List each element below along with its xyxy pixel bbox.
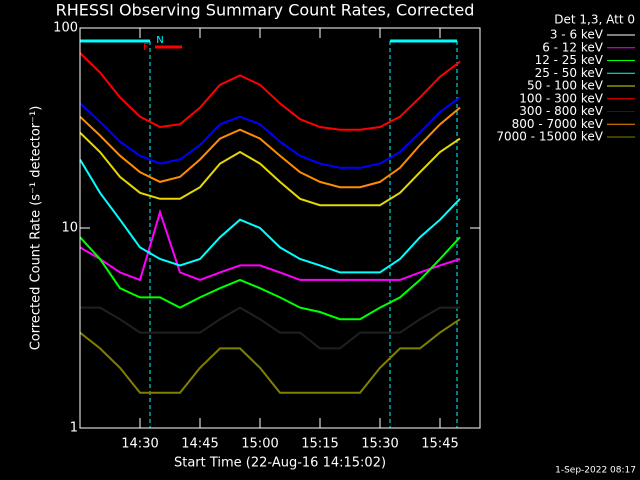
legend-label: 25 - 50 keV xyxy=(535,66,604,80)
series-line xyxy=(79,236,461,321)
series-line xyxy=(79,318,461,394)
legend-label: 800 - 7000 keV xyxy=(512,117,604,131)
axes-frame xyxy=(79,27,481,429)
x-tick-label: 15:15 xyxy=(301,437,338,452)
footer: 1-Sep-2022 08:17 xyxy=(555,466,636,476)
series-line xyxy=(79,158,461,274)
series-line xyxy=(79,106,461,189)
x-tick-label: 15:30 xyxy=(361,437,398,452)
legend-label: 3 - 6 keV xyxy=(550,28,604,42)
plot-area xyxy=(79,52,461,394)
legend-title: Det 1,3, Att 0 xyxy=(554,13,635,27)
x-tick-label: 14:30 xyxy=(121,437,158,452)
series-line xyxy=(79,52,461,131)
series-line xyxy=(79,208,461,282)
x-tick-label: 15:00 xyxy=(241,437,278,452)
legend-label: 6 - 12 keV xyxy=(542,40,604,54)
legend-label: 7000 - 15000 keV xyxy=(496,130,603,144)
annotation: N xyxy=(156,35,163,46)
legend-label: 100 - 300 keV xyxy=(519,91,603,105)
y-tick-label: 10 xyxy=(61,221,78,236)
annotation: F xyxy=(143,42,149,53)
legend-label: 300 - 800 keV xyxy=(519,104,603,118)
legend-label: 50 - 100 keV xyxy=(527,79,604,93)
series-line xyxy=(80,306,460,350)
y-axis-label: Corrected Count Rate (s⁻¹ detector⁻¹) xyxy=(29,106,44,351)
x-axis-label: Start Time (22-Aug-16 14:15:02) xyxy=(174,456,386,471)
series-line xyxy=(79,131,461,207)
chart-title: RHESSI Observing Summary Count Rates, Co… xyxy=(56,1,475,20)
y-tick-label: 1 xyxy=(70,421,78,436)
legend-label: 12 - 25 keV xyxy=(535,53,604,67)
y-tick-label: 100 xyxy=(53,21,78,36)
x-tick-label: 14:45 xyxy=(181,437,218,452)
series-line xyxy=(79,96,461,169)
x-tick-label: 15:45 xyxy=(421,437,458,452)
